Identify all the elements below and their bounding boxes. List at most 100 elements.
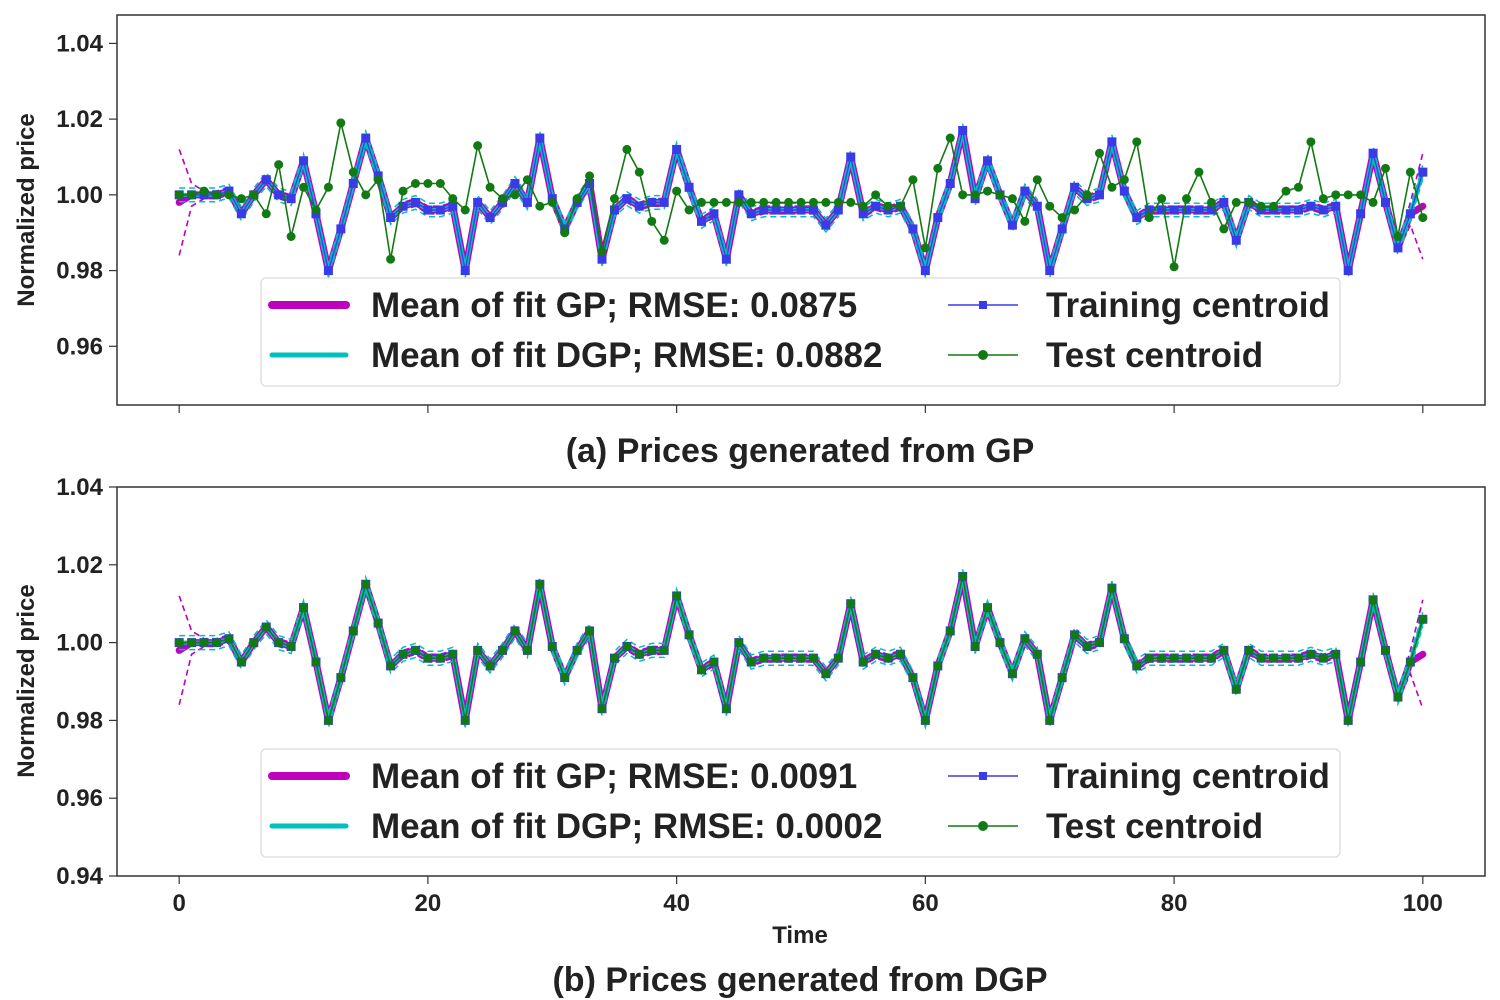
gp-upper-bound bbox=[178, 572, 1424, 720]
test-centroid-point bbox=[1393, 692, 1403, 702]
test-centroid-point bbox=[1094, 638, 1104, 648]
test-centroid-point bbox=[386, 254, 396, 264]
test-centroid-point bbox=[199, 186, 209, 196]
test-centroid-point bbox=[1269, 201, 1279, 211]
legend-label-gp: Mean of fit GP; RMSE: 0.0875 bbox=[371, 286, 857, 325]
panel-b-dgp-prices: 0.94 0.96 0.98 1.00 1.02 1.04 0 20 40 60 80 100 Nor… bbox=[13, 474, 1486, 999]
test-centroid-point bbox=[1393, 232, 1403, 242]
training-centroid-point bbox=[858, 209, 868, 219]
test-centroid-point bbox=[1418, 213, 1428, 223]
training-centroid-point bbox=[236, 209, 246, 219]
axis-ticks-b: 0.94 0.96 0.98 1.00 1.02 1.04 0 20 40 60 80 100 bbox=[56, 474, 1443, 917]
test-centroid-point bbox=[1194, 653, 1204, 663]
test-centroid-point bbox=[1318, 194, 1328, 204]
test-centroid-point bbox=[734, 197, 744, 207]
training-centroid-point bbox=[609, 205, 619, 215]
test-centroid-point bbox=[224, 190, 234, 200]
test-centroid-point bbox=[1219, 645, 1229, 655]
test-centroid-point bbox=[1281, 653, 1291, 663]
test-centroid-point bbox=[771, 653, 781, 663]
training-centroid-point bbox=[846, 152, 856, 162]
training-centroid-point bbox=[274, 190, 284, 200]
training-centroid-point bbox=[1107, 137, 1117, 147]
training-centroid-point bbox=[622, 194, 632, 204]
test-centroid-point bbox=[945, 133, 955, 143]
training-centroid-point bbox=[1368, 148, 1378, 158]
y-tick-label: 1.02 bbox=[56, 106, 103, 133]
test-centroid-point bbox=[721, 704, 731, 714]
test-centroid-point bbox=[211, 190, 221, 200]
test-centroid-point bbox=[983, 603, 993, 613]
test-centroid-point bbox=[970, 190, 980, 200]
test-centroid-point bbox=[1070, 205, 1080, 215]
legend-square-marker-icon bbox=[979, 772, 987, 780]
training-centroid-point bbox=[1331, 201, 1341, 211]
test-centroid-point bbox=[709, 197, 719, 207]
test-centroid-point bbox=[1381, 163, 1391, 173]
training-centroid-point bbox=[672, 144, 682, 154]
training-centroid-point bbox=[746, 209, 756, 219]
test-centroid-point bbox=[336, 673, 346, 683]
test-centroid-point bbox=[871, 649, 881, 659]
y-tick-label: 1.04 bbox=[56, 474, 103, 501]
test-centroid-point bbox=[572, 645, 582, 655]
training-centroid-point bbox=[697, 216, 707, 226]
training-centroid-point bbox=[1007, 220, 1017, 230]
test-centroid-point bbox=[1107, 182, 1117, 192]
test-centroid-point bbox=[398, 649, 408, 659]
test-centroid-point bbox=[1032, 175, 1042, 185]
test-centroid-point bbox=[1045, 715, 1055, 725]
legend-circle-marker-icon bbox=[978, 821, 988, 831]
training-centroid-point bbox=[361, 133, 371, 143]
legend-label-test: Test centroid bbox=[1046, 807, 1263, 846]
test-centroid-point bbox=[510, 626, 520, 636]
test-centroid-point bbox=[187, 190, 197, 200]
test-centroid-point bbox=[920, 715, 930, 725]
test-centroid-point bbox=[759, 653, 769, 663]
test-centroid-point bbox=[1182, 653, 1192, 663]
test-centroid-point bbox=[1082, 641, 1092, 651]
test-centroid-point bbox=[1082, 190, 1092, 200]
test-centroid-point bbox=[1356, 190, 1366, 200]
test-centroid-point bbox=[535, 579, 545, 589]
training-centroid-point bbox=[1119, 186, 1129, 196]
test-centroid-point bbox=[249, 190, 259, 200]
test-centroid-point bbox=[423, 653, 433, 663]
test-centroid-point bbox=[697, 665, 707, 675]
legend-box bbox=[260, 277, 1341, 387]
training-centroid-point bbox=[1281, 205, 1291, 215]
test-centroid-point bbox=[522, 645, 532, 655]
test-centroid-point bbox=[958, 571, 968, 581]
x-tick-label: 40 bbox=[663, 890, 690, 917]
training-centroid-point bbox=[1318, 205, 1328, 215]
test-centroid-point bbox=[1119, 634, 1129, 644]
test-centroid-point bbox=[274, 160, 284, 170]
test-centroid-point bbox=[560, 228, 570, 238]
training-centroid-point bbox=[1194, 205, 1204, 215]
test-centroid-point bbox=[498, 194, 508, 204]
training-centroid-point bbox=[299, 156, 309, 166]
y-tick-label: 0.98 bbox=[56, 258, 103, 285]
training-centroid-point bbox=[684, 182, 694, 192]
test-centroid-point bbox=[1057, 673, 1067, 683]
test-centroid-point bbox=[659, 645, 669, 655]
test-centroid-point bbox=[771, 197, 781, 207]
test-centroid-point bbox=[808, 653, 818, 663]
training-centroid-point bbox=[1219, 197, 1229, 207]
training-centroid-point bbox=[448, 201, 458, 211]
test-centroid-point bbox=[1331, 649, 1341, 659]
test-centroid-point bbox=[672, 186, 682, 196]
test-centroid-point bbox=[211, 638, 221, 648]
test-centroid-point bbox=[1368, 595, 1378, 605]
legend-a: Mean of fit GP; RMSE: 0.0875 Training cen… bbox=[260, 277, 1341, 387]
test-centroid-point bbox=[784, 653, 794, 663]
y-tick-label: 0.98 bbox=[56, 707, 103, 734]
test-centroid-point bbox=[286, 641, 296, 651]
test-centroid-point bbox=[1194, 167, 1204, 177]
training-centroid-point bbox=[871, 201, 881, 211]
test-centroid-point bbox=[498, 645, 508, 655]
test-centroid-point bbox=[871, 190, 881, 200]
training-centroid-point bbox=[908, 224, 918, 234]
test-centroid-point bbox=[174, 638, 184, 648]
